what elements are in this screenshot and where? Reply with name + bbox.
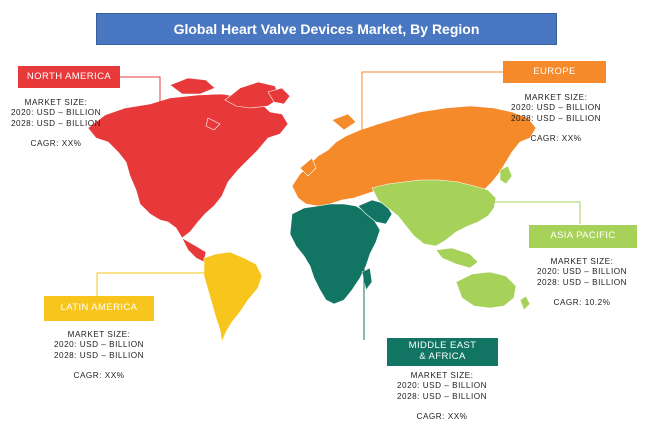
europe-arrow [358,166,366,172]
north-america-stats: MARKET SIZE: 2020: USD – BILLION 2028: U… [8,98,104,149]
middle-east-africa-landmass [289,199,393,305]
europe-size-label: MARKET SIZE: [524,93,588,102]
latin-america-leader [96,272,222,296]
north-america-2028: 2028: USD – BILLION [10,118,102,128]
asia-pacific-arrow [430,198,436,206]
mea-arrow [360,216,368,222]
europe-name: EUROPE [533,65,576,77]
middle-east-africa-label: MIDDLE EAST & AFRICA [387,338,498,366]
mea-2020: 2020: USD – BILLION [396,381,488,391]
europe-landmass [291,105,537,207]
latin-america-2020: 2020: USD – BILLION [53,340,145,350]
latin-america-name: LATIN AMERICA [60,302,138,314]
north-america-size-label: MARKET SIZE: [24,98,88,107]
mea-2028: 2028: USD – BILLION [396,391,488,401]
north-america-arrow [156,180,164,186]
europe-leader [361,71,505,170]
chart-title: Global Heart Valve Devices Market, By Re… [96,13,557,45]
mea-name-line1: MIDDLE EAST [408,340,477,352]
north-america-cagr: CAGR: XX% [30,138,82,148]
latin-america-arrow [218,269,224,277]
asia-pacific-landmass [371,165,531,311]
asia-pacific-cagr: CAGR: 10.2% [553,297,611,307]
europe-stats: MARKET SIZE: 2020: USD – BILLION 2028: U… [506,93,606,144]
asia-pacific-leader [432,201,581,224]
mea-name-line2: & AFRICA [419,351,466,362]
latin-america-stats: MARKET SIZE: 2020: USD – BILLION 2028: U… [48,330,150,381]
north-america-leader [120,76,161,184]
north-america-label: NORTH AMERICA [18,66,120,88]
europe-label: EUROPE [503,61,606,83]
latin-america-2028: 2028: USD – BILLION [53,350,145,360]
mea-cagr: CAGR: XX% [416,411,468,421]
asia-pacific-stats: MARKET SIZE: 2020: USD – BILLION 2028: U… [532,257,632,308]
middle-east-africa-stats: MARKET SIZE: 2020: USD – BILLION 2028: U… [390,371,494,422]
latin-america-label: LATIN AMERICA [44,296,154,321]
latin-america-size-label: MARKET SIZE: [67,330,131,339]
europe-2020: 2020: USD – BILLION [510,103,602,113]
latin-america-landmass [203,251,263,344]
north-america-2020: 2020: USD – BILLION [10,108,102,118]
north-america-landmass [87,77,291,263]
mea-size-label: MARKET SIZE: [410,371,474,380]
asia-pacific-2028: 2028: USD – BILLION [536,277,628,287]
asia-pacific-label: ASIA PACIFIC [529,225,637,248]
asia-pacific-name: ASIA PACIFIC [550,230,616,242]
europe-2028: 2028: USD – BILLION [510,113,602,123]
asia-pacific-2020: 2020: USD – BILLION [536,267,628,277]
north-america-name: NORTH AMERICA [26,70,112,82]
leader-lines [96,71,581,340]
latin-america-cagr: CAGR: XX% [73,370,125,380]
asia-pacific-size-label: MARKET SIZE: [550,257,614,266]
europe-cagr: CAGR: XX% [530,133,582,143]
